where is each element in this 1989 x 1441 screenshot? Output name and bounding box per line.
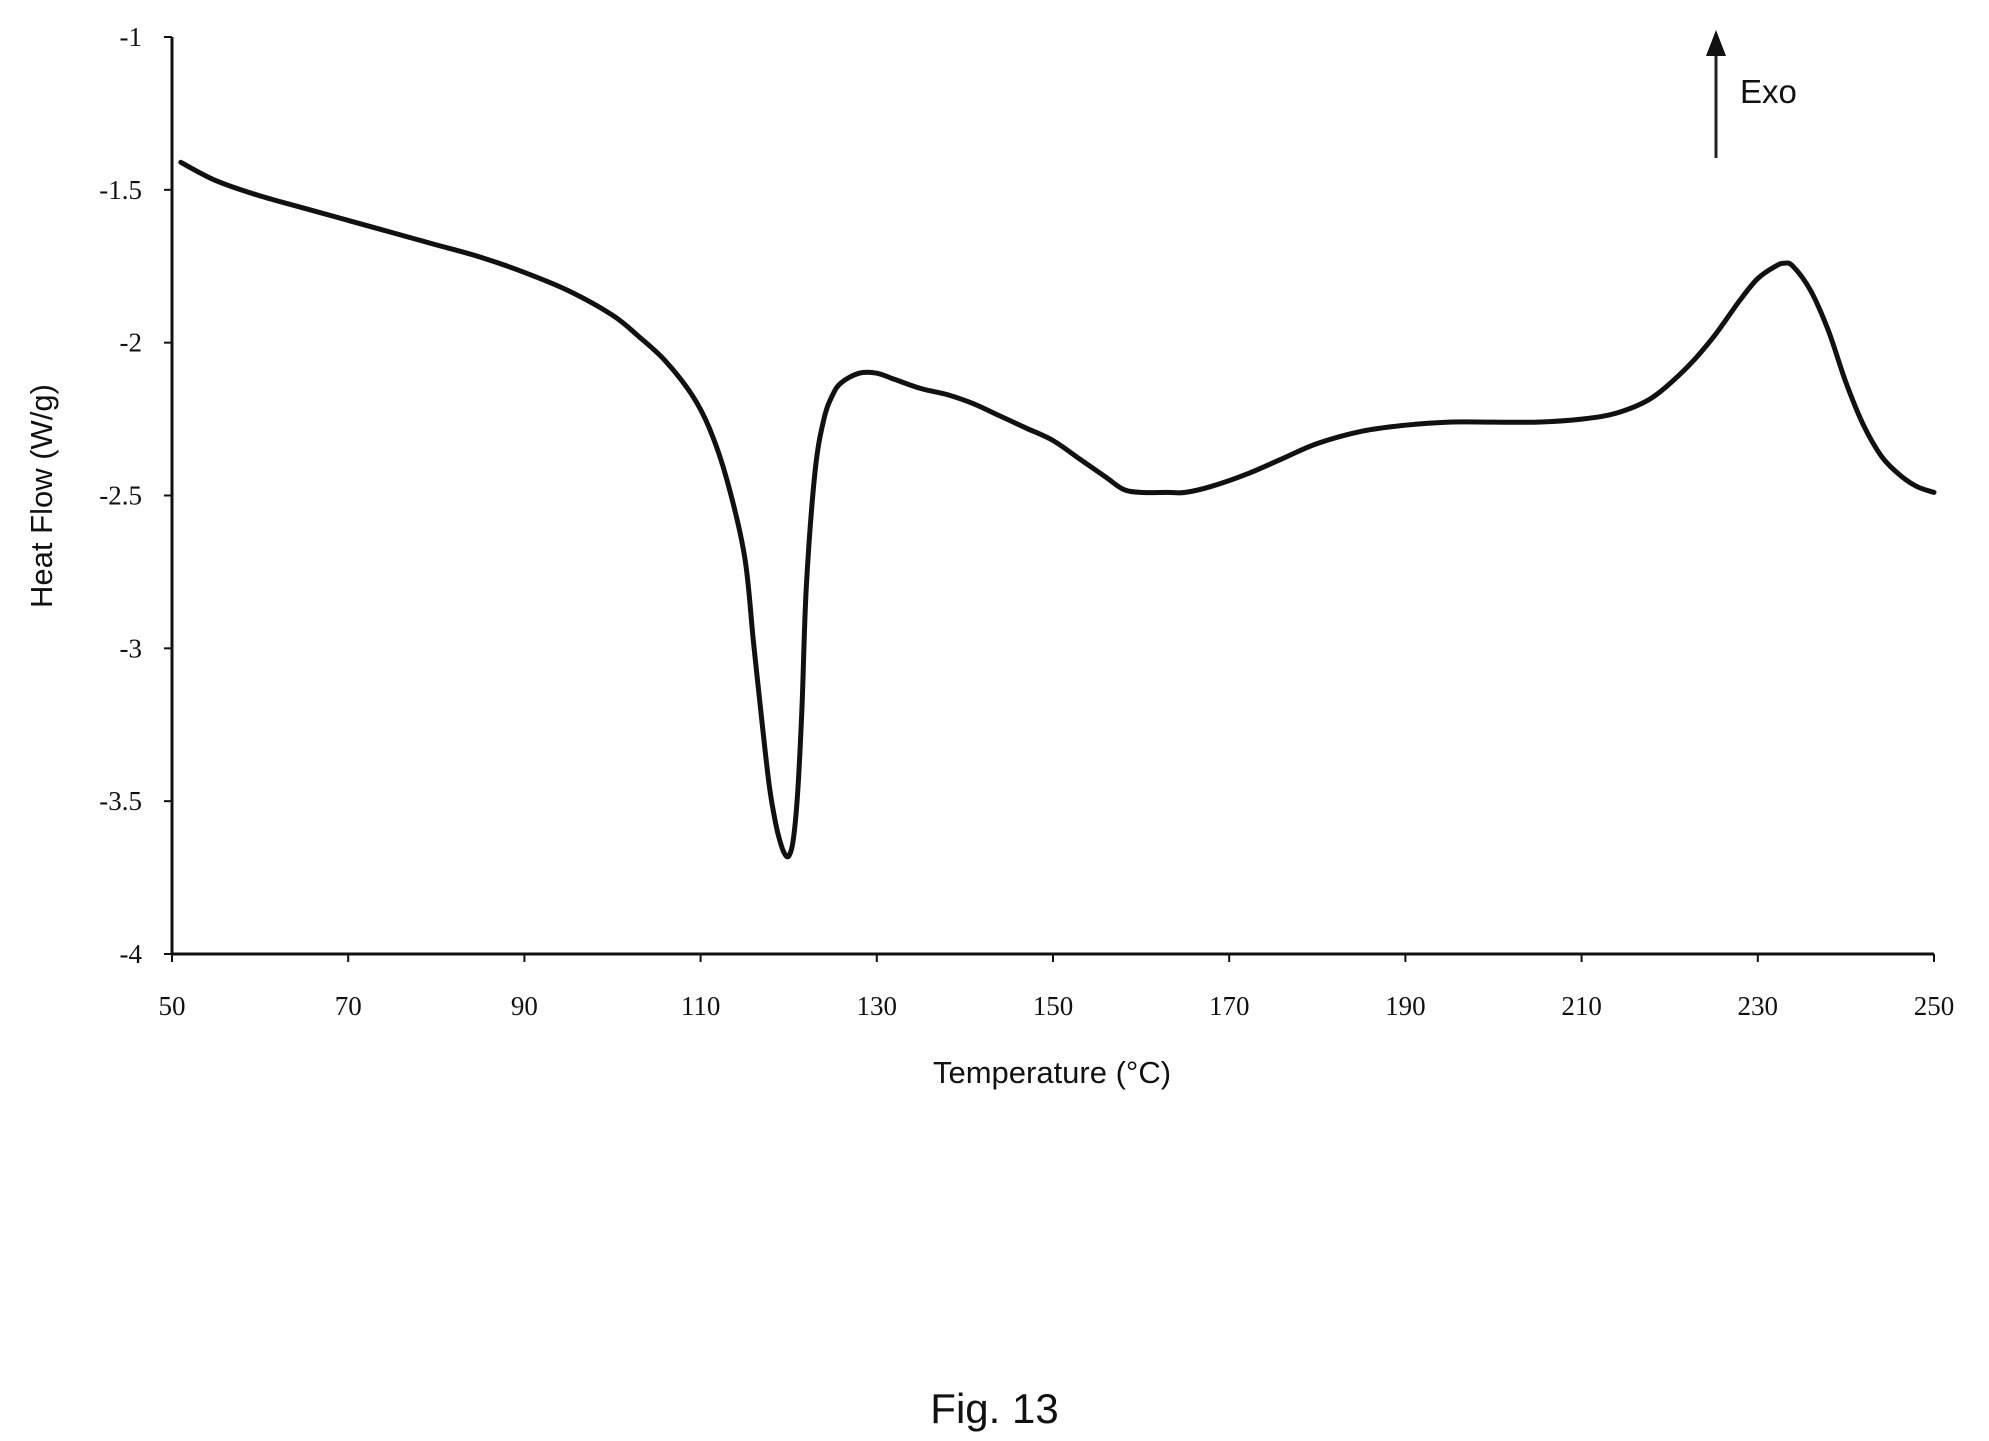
x-tick-label: 90: [511, 991, 538, 1021]
x-tick-label: 50: [159, 991, 186, 1021]
x-tick-label: 70: [335, 991, 362, 1021]
x-axis-title: Temperature (°C): [933, 1055, 1171, 1090]
series-layer: [178, 159, 1937, 860]
y-tick-label: -3: [120, 633, 143, 663]
x-tick-label: 230: [1738, 991, 1779, 1021]
exo-label: Exo: [1740, 73, 1797, 110]
axes: [170, 37, 1934, 956]
axis-ticks: 50 70 90 110 130 150 170 190 210 230 250 -1 -1.5 -2 -2…: [99, 22, 1954, 1021]
x-tick-label: 170: [1209, 991, 1250, 1021]
y-tick-label: -4: [120, 939, 143, 969]
x-tick-label: 190: [1385, 991, 1426, 1021]
y-tick-label: -2: [120, 328, 143, 358]
x-tick-label: 250: [1914, 991, 1955, 1021]
y-tick-label: -1.5: [99, 175, 142, 205]
exo-arrow-icon: [1706, 30, 1726, 56]
figure-caption: Fig. 13: [930, 1385, 1059, 1432]
y-tick-label: -3.5: [99, 786, 142, 816]
y-axis-title: Heat Flow (W/g): [24, 384, 59, 608]
exo-annotation: Exo: [1706, 30, 1797, 158]
y-tick-label: -2.5: [99, 481, 142, 511]
x-tick-label: 210: [1561, 991, 1602, 1021]
x-tick-label: 150: [1033, 991, 1074, 1021]
x-tick-label: 110: [681, 991, 721, 1021]
y-tick-label: -1: [120, 22, 143, 52]
x-tick-label: 130: [857, 991, 898, 1021]
series-line: [178, 159, 1937, 860]
